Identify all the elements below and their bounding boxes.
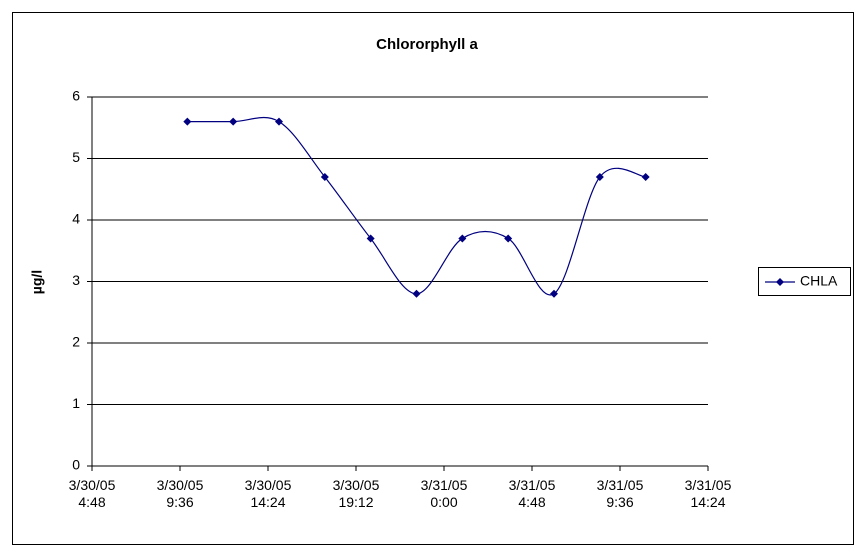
x-tick-label: 3/31/05 14:24	[684, 477, 732, 510]
point-marker	[183, 117, 192, 126]
point-marker	[412, 289, 421, 298]
legend-label: CHLA	[800, 273, 838, 289]
point-marker	[366, 234, 375, 243]
point-marker	[320, 172, 329, 181]
x-tick-label: 3/30/05 19:12	[332, 477, 380, 510]
y-tick-label: 6	[72, 88, 80, 104]
point-marker	[504, 234, 513, 243]
y-tick-label: 2	[72, 334, 80, 350]
x-tick-label: 3/30/05 14:24	[244, 477, 292, 510]
point-marker	[458, 234, 467, 243]
x-tick-label: 3/30/05 4:48	[68, 477, 116, 510]
point-marker	[275, 117, 283, 126]
x-tick-label: 3/31/05 0:00	[420, 477, 468, 510]
legend-marker	[776, 278, 784, 286]
y-tick-label: 3	[72, 272, 80, 288]
point-marker	[641, 172, 650, 181]
x-tick-label: 3/31/05 4:48	[508, 477, 556, 510]
x-tick-label: 3/30/05 9:36	[156, 477, 204, 510]
series-line	[187, 116, 646, 296]
chart-title: Chlororphyll a	[376, 36, 478, 53]
y-tick-label: 1	[72, 395, 80, 411]
point-marker	[595, 172, 604, 181]
y-tick-label: 4	[72, 211, 80, 227]
y-tick-label: 0	[72, 457, 80, 473]
chart-border	[12, 12, 854, 545]
y-tick-label: 5	[72, 149, 80, 165]
point-marker	[550, 289, 558, 298]
point-marker	[229, 117, 238, 126]
x-tick-label: 3/31/05 9:36	[596, 477, 644, 510]
y-axis-label: µg/l	[29, 270, 45, 294]
